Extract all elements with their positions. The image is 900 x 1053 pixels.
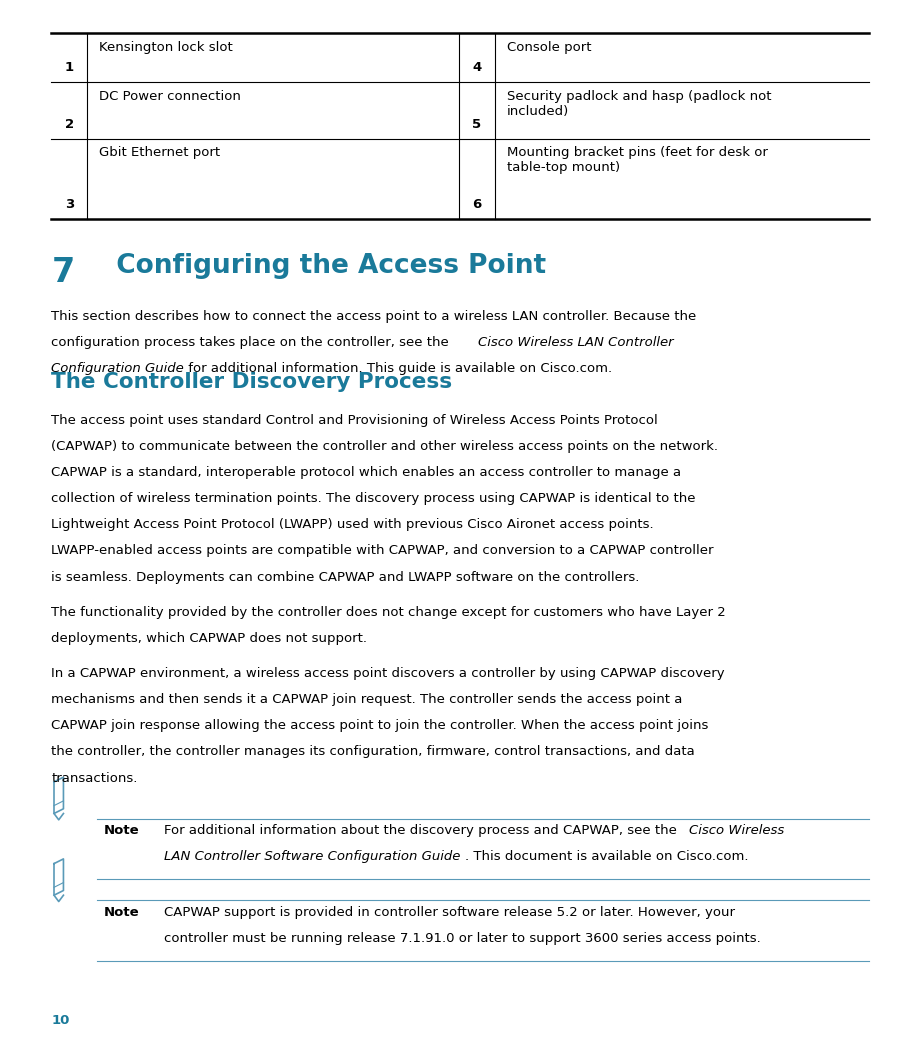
Text: 4: 4 xyxy=(472,61,482,74)
Text: CAPWAP is a standard, interoperable protocol which enables an access controller : CAPWAP is a standard, interoperable prot… xyxy=(51,466,681,479)
Text: 3: 3 xyxy=(65,198,74,211)
Text: Configuring the Access Point: Configuring the Access Point xyxy=(98,253,546,279)
Text: 1: 1 xyxy=(65,61,74,74)
Text: CAPWAP support is provided in controller software release 5.2 or later. However,: CAPWAP support is provided in controller… xyxy=(164,906,734,919)
Text: The functionality provided by the controller does not change except for customer: The functionality provided by the contro… xyxy=(51,605,726,619)
Text: CAPWAP join response allowing the access point to join the controller. When the : CAPWAP join response allowing the access… xyxy=(51,719,708,733)
Text: mechanisms and then sends it a CAPWAP join request. The controller sends the acc: mechanisms and then sends it a CAPWAP jo… xyxy=(51,693,683,707)
Text: The Controller Discovery Process: The Controller Discovery Process xyxy=(51,372,453,392)
Text: for additional information. This guide is available on Cisco.com.: for additional information. This guide i… xyxy=(184,362,612,375)
Text: Cisco Wireless LAN Controller: Cisco Wireless LAN Controller xyxy=(478,336,674,349)
Text: Security padlock and hasp (padlock not
included): Security padlock and hasp (padlock not i… xyxy=(507,90,771,118)
Text: configuration process takes place on the controller, see the: configuration process takes place on the… xyxy=(51,336,454,349)
Text: . This document is available on Cisco.com.: . This document is available on Cisco.co… xyxy=(464,850,748,863)
Text: Cisco Wireless: Cisco Wireless xyxy=(688,824,784,837)
Text: LAN Controller Software Configuration Guide: LAN Controller Software Configuration Gu… xyxy=(164,850,460,863)
Text: Configuration Guide: Configuration Guide xyxy=(51,362,184,375)
Text: collection of wireless termination points. The discovery process using CAPWAP is: collection of wireless termination point… xyxy=(51,492,696,505)
Text: LWAPP-enabled access points are compatible with CAPWAP, and conversion to a CAPW: LWAPP-enabled access points are compatib… xyxy=(51,544,714,557)
Text: Gbit Ethernet port: Gbit Ethernet port xyxy=(99,146,220,159)
Text: This section describes how to connect the access point to a wireless LAN control: This section describes how to connect th… xyxy=(51,310,697,322)
Text: transactions.: transactions. xyxy=(51,772,138,784)
Text: Note: Note xyxy=(104,906,140,919)
Text: 2: 2 xyxy=(65,118,74,131)
Text: controller must be running release 7.1.91.0 or later to support 3600 series acce: controller must be running release 7.1.9… xyxy=(164,932,760,945)
Text: Note: Note xyxy=(104,824,140,837)
Text: For additional information about the discovery process and CAPWAP, see the: For additional information about the dis… xyxy=(164,824,681,837)
Text: 6: 6 xyxy=(472,198,482,211)
Text: In a CAPWAP environment, a wireless access point discovers a controller by using: In a CAPWAP environment, a wireless acce… xyxy=(51,668,724,680)
Text: Mounting bracket pins (feet for desk or
table-top mount): Mounting bracket pins (feet for desk or … xyxy=(507,146,768,175)
Text: 10: 10 xyxy=(51,1014,69,1027)
Text: 7: 7 xyxy=(51,256,75,289)
Text: Kensington lock slot: Kensington lock slot xyxy=(99,40,233,54)
Text: 5: 5 xyxy=(472,118,482,131)
Text: the controller, the controller manages its configuration, firmware, control tran: the controller, the controller manages i… xyxy=(51,746,695,758)
Text: (CAPWAP) to communicate between the controller and other wireless access points : (CAPWAP) to communicate between the cont… xyxy=(51,440,718,453)
Text: The access point uses standard Control and Provisioning of Wireless Access Point: The access point uses standard Control a… xyxy=(51,414,658,426)
Text: Console port: Console port xyxy=(507,40,591,54)
Text: deployments, which CAPWAP does not support.: deployments, which CAPWAP does not suppo… xyxy=(51,632,367,644)
Text: DC Power connection: DC Power connection xyxy=(99,90,241,102)
Text: is seamless. Deployments can combine CAPWAP and LWAPP software on the controller: is seamless. Deployments can combine CAP… xyxy=(51,571,640,583)
Text: Lightweight Access Point Protocol (LWAPP) used with previous Cisco Aironet acces: Lightweight Access Point Protocol (LWAPP… xyxy=(51,518,654,532)
